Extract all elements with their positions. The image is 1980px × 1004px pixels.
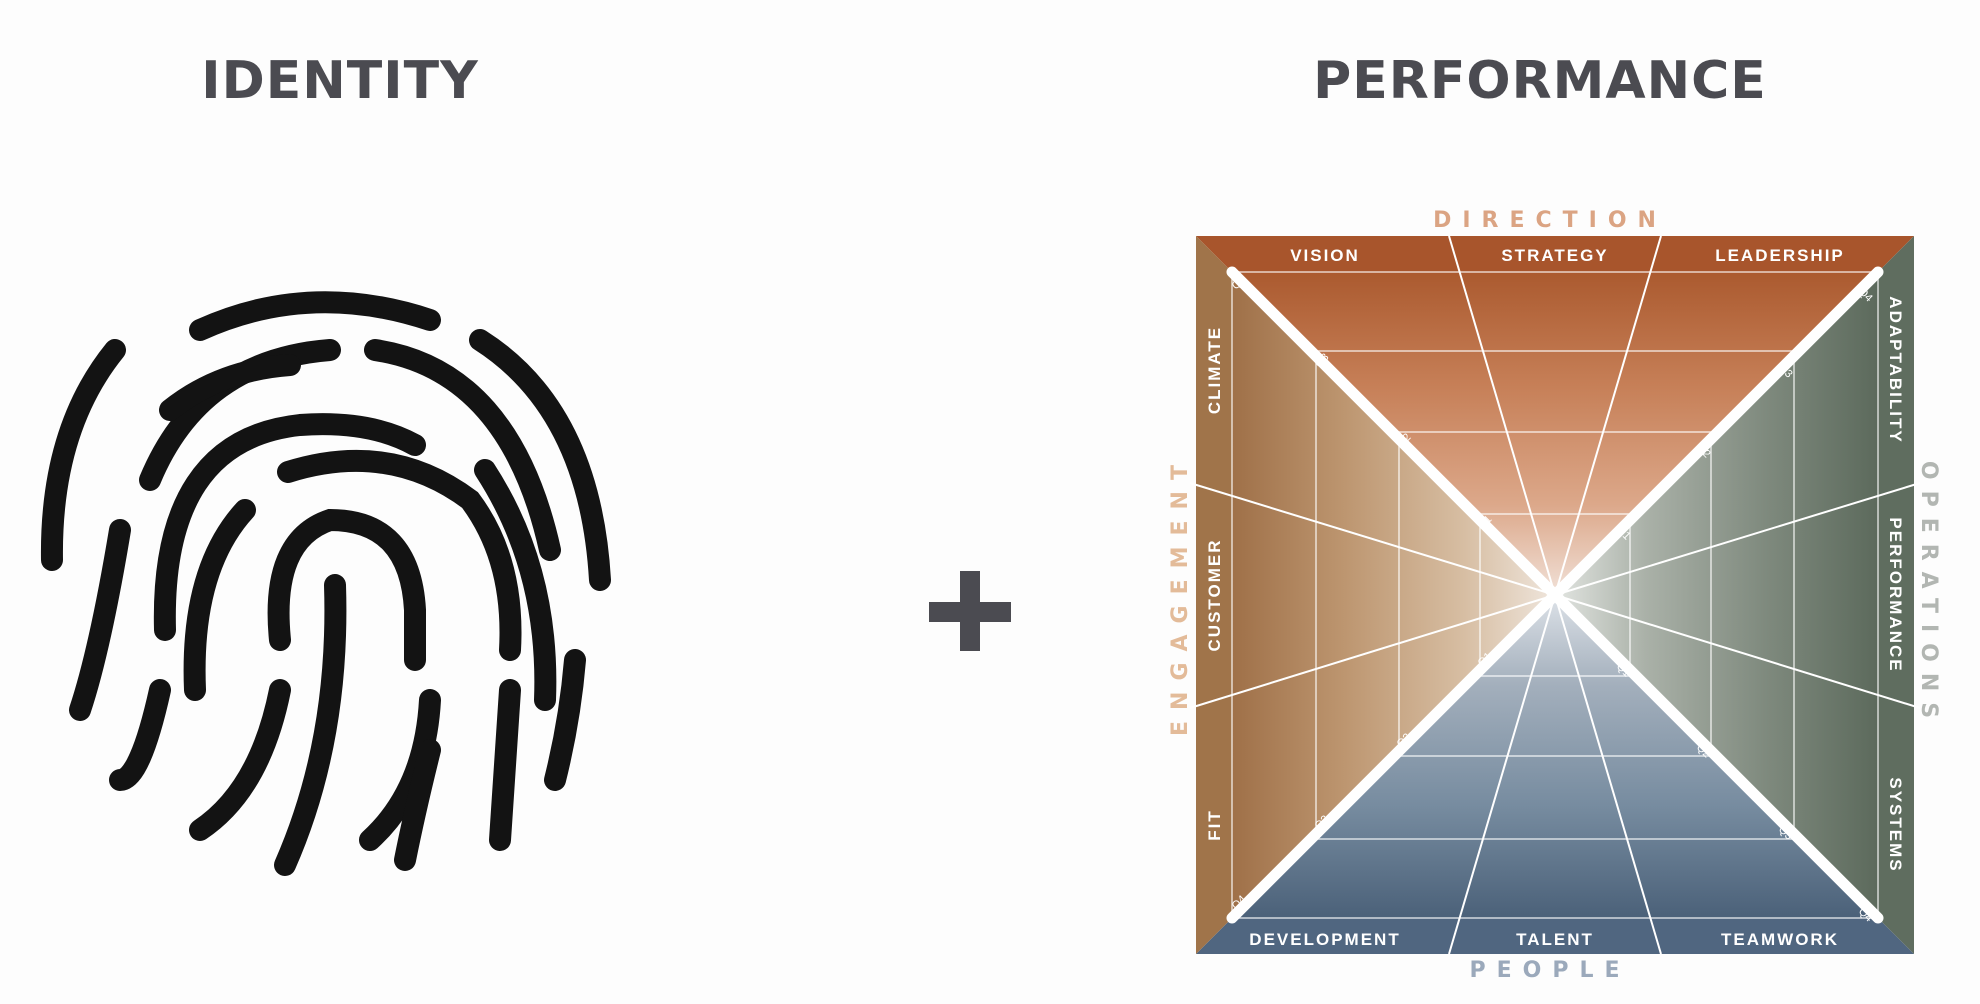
ray-bottom-1 — [1448, 594, 1556, 955]
segment-leadership: LEADERSHIP — [1715, 246, 1845, 265]
ring-q2 — [1398, 431, 1712, 757]
diagonal-top-right — [1549, 266, 1884, 601]
engagement-area — [1232, 272, 1555, 918]
segment-adaptability: ADAPTABILITY — [1886, 296, 1905, 443]
ray-bottom-2 — [1554, 594, 1662, 955]
ring-q4 — [1231, 271, 1879, 919]
frame-left — [1196, 236, 1232, 954]
frame-bottom — [1196, 918, 1914, 954]
direction-area — [1232, 272, 1878, 595]
ray-left-1 — [1189, 482, 1556, 596]
segment-fit: FIT — [1205, 809, 1224, 841]
ring-q3 — [1315, 350, 1795, 840]
ray-top-2 — [1554, 235, 1662, 596]
identity-title: IDENTITY — [201, 51, 479, 111]
ray-top-1 — [1448, 235, 1556, 596]
diagonal-bottom-left — [1226, 589, 1561, 924]
segment-strategy: STRATEGY — [1501, 246, 1608, 265]
segment-systems: SYSTEMS — [1886, 777, 1905, 872]
ray-right-1 — [1554, 482, 1921, 596]
segment-talent: TALENT — [1516, 930, 1594, 949]
operations-area — [1555, 272, 1878, 918]
diagonal-top-left — [1226, 266, 1561, 601]
segment-performance: PERFORMANCE — [1886, 517, 1905, 672]
side-label-operations: OPERATIONS — [1916, 461, 1940, 729]
side-label-engagement: ENGAGEMENT — [1168, 454, 1193, 736]
segment-customer: CUSTOMER — [1205, 539, 1224, 652]
ray-left-2 — [1189, 594, 1556, 709]
diagonal-bottom-right — [1549, 589, 1884, 924]
performance-title: PERFORMANCE — [1313, 51, 1767, 111]
segment-teamwork: TEAMWORK — [1721, 930, 1839, 949]
ring-q1 — [1479, 513, 1631, 677]
segment-vision: VISION — [1290, 246, 1360, 265]
performance-diagram: DIRECTION PEOPLE ENGAGEMENT OPERATIONS V… — [1168, 208, 1940, 980]
plus-icon — [929, 571, 1011, 651]
segment-climate: CLIMATE — [1205, 326, 1224, 414]
ray-right-2 — [1554, 594, 1921, 709]
segment-development: DEVELOPMENT — [1249, 930, 1400, 949]
frame-top — [1196, 236, 1914, 272]
fingerprint-icon — [40, 291, 611, 876]
side-label-people: PEOPLE — [1469, 958, 1630, 980]
side-label-direction: DIRECTION — [1433, 208, 1667, 233]
frame-right — [1878, 236, 1914, 954]
